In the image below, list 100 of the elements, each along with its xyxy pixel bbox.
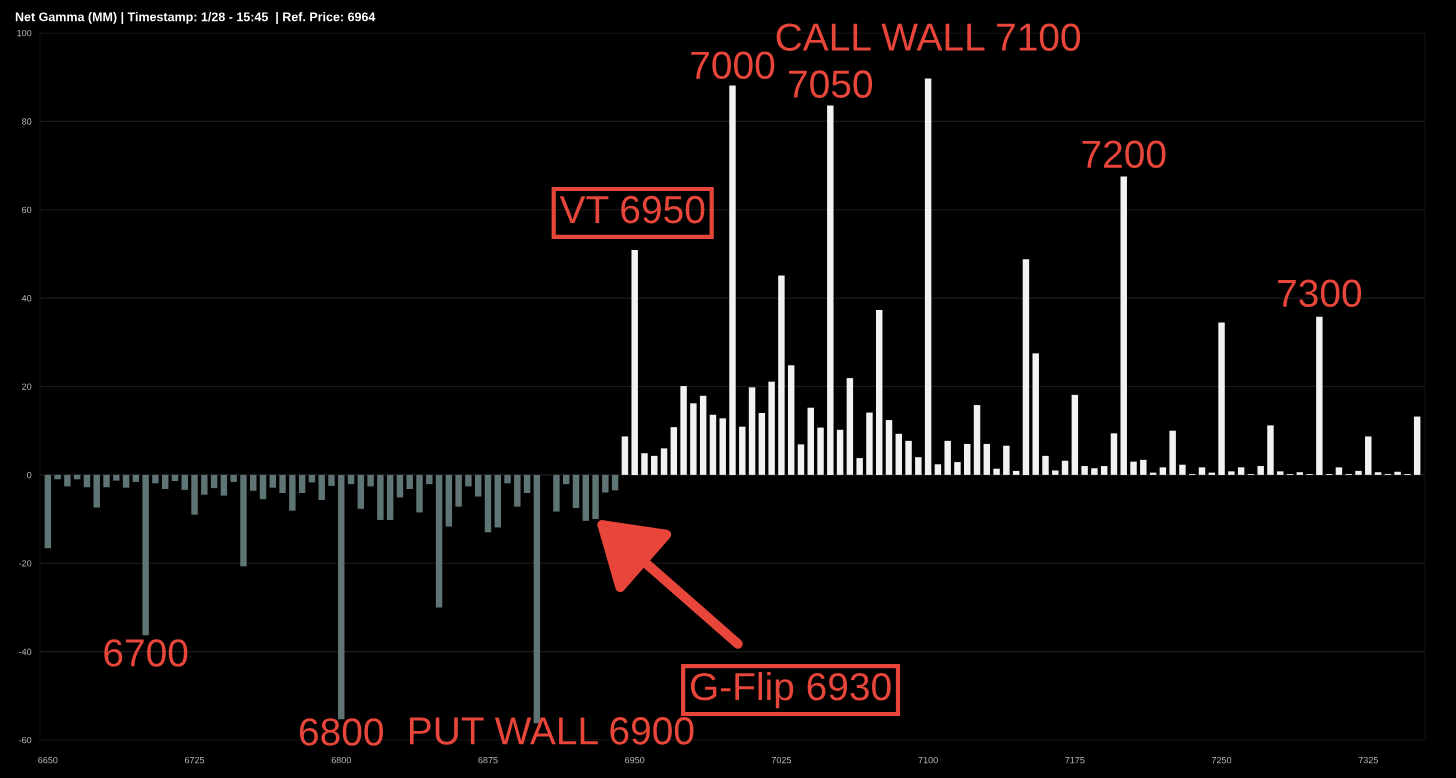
bar — [944, 440, 951, 475]
bar — [1110, 433, 1118, 475]
annotation: CALL WALL 7100 — [776, 23, 1081, 51]
bar — [1179, 464, 1186, 475]
bar — [44, 474, 52, 549]
y-tick-label: -20 — [19, 560, 32, 567]
bar — [1081, 466, 1088, 475]
y-tick-label: 60 — [22, 206, 32, 214]
bar — [1277, 471, 1284, 475]
bar — [1394, 471, 1401, 475]
bar — [787, 365, 795, 475]
bar — [611, 474, 619, 491]
bar — [778, 275, 785, 475]
chart-title: Net Gamma (MM) | Timestamp: 1/28 - 15:45 | Ref. Price: 6964 — [15, 12, 376, 24]
x-tick-label: 6875 — [478, 756, 498, 764]
annotation: 7050 — [789, 70, 873, 98]
bar — [435, 474, 443, 608]
annotation: 6800 — [299, 718, 383, 746]
y-tick-label: 20 — [22, 383, 32, 390]
bar — [817, 427, 824, 475]
x-tick-label: 6650 — [38, 756, 58, 764]
bar — [1413, 416, 1421, 475]
bar — [699, 395, 707, 475]
y-tick-label: 40 — [21, 295, 32, 302]
bar — [572, 474, 580, 509]
bar — [269, 474, 277, 488]
bar — [768, 381, 775, 475]
bar — [592, 474, 599, 520]
bar — [514, 474, 521, 507]
bar — [171, 474, 179, 482]
bar — [748, 387, 756, 475]
annotation: PUT WALL 6900 — [409, 717, 694, 745]
bar — [1140, 459, 1147, 475]
bar — [396, 474, 404, 498]
bar — [465, 474, 472, 487]
bar — [416, 474, 423, 513]
bar — [827, 105, 834, 475]
x-tick-label: 6725 — [184, 756, 205, 764]
bar — [83, 474, 91, 488]
bar — [964, 443, 971, 475]
bar — [1042, 455, 1049, 475]
bar — [132, 474, 140, 482]
bar — [191, 474, 198, 515]
bar — [1012, 470, 1020, 475]
bar — [729, 85, 736, 475]
bar — [631, 249, 638, 475]
bar — [905, 440, 912, 475]
bar — [240, 474, 247, 567]
bar — [670, 427, 678, 475]
annotation: 7200 — [1082, 140, 1166, 169]
bar — [709, 414, 717, 475]
bar — [690, 403, 697, 475]
bar — [220, 474, 228, 496]
bar — [1091, 468, 1098, 475]
bar — [1100, 466, 1108, 475]
annotation: 6700 — [104, 639, 188, 667]
bar — [54, 474, 61, 480]
bar — [386, 474, 394, 520]
annotation: 7000 — [691, 51, 775, 80]
bar — [357, 474, 365, 509]
bar — [122, 474, 130, 488]
bar — [289, 474, 296, 511]
bar — [201, 474, 208, 495]
annotation: 7300 — [1278, 279, 1362, 308]
bar — [553, 474, 560, 512]
x-tick-label: 7325 — [1358, 756, 1378, 764]
bar — [142, 474, 149, 636]
bar — [1355, 470, 1362, 475]
bar — [338, 474, 345, 720]
bar — [1159, 467, 1167, 475]
bar — [1257, 466, 1264, 475]
bar — [93, 474, 100, 508]
annotation: VT 6950 — [559, 195, 705, 224]
bar — [1218, 322, 1225, 475]
bar — [347, 474, 355, 485]
x-tick-label: 7250 — [1211, 756, 1232, 764]
bar — [1061, 460, 1069, 475]
bar — [1071, 394, 1079, 475]
bar — [406, 474, 413, 490]
bar — [807, 407, 814, 475]
bar — [875, 310, 883, 475]
bar — [181, 474, 188, 490]
bar — [866, 412, 873, 475]
bar — [660, 448, 668, 475]
bar — [113, 474, 120, 481]
bar — [445, 474, 453, 527]
bar — [680, 386, 687, 475]
bar — [1296, 472, 1304, 475]
x-tick-label: 7100 — [918, 756, 938, 764]
bar — [210, 474, 218, 489]
x-tick-label: 6800 — [331, 756, 351, 764]
bar — [1228, 471, 1235, 475]
y-tick-label: 0 — [27, 471, 32, 479]
bar — [152, 474, 159, 484]
bar — [474, 474, 482, 497]
x-tick-label: 7025 — [771, 756, 792, 764]
bar — [250, 474, 257, 491]
x-tick-label: 6950 — [625, 756, 645, 764]
bar — [719, 418, 726, 475]
bar — [758, 413, 766, 475]
